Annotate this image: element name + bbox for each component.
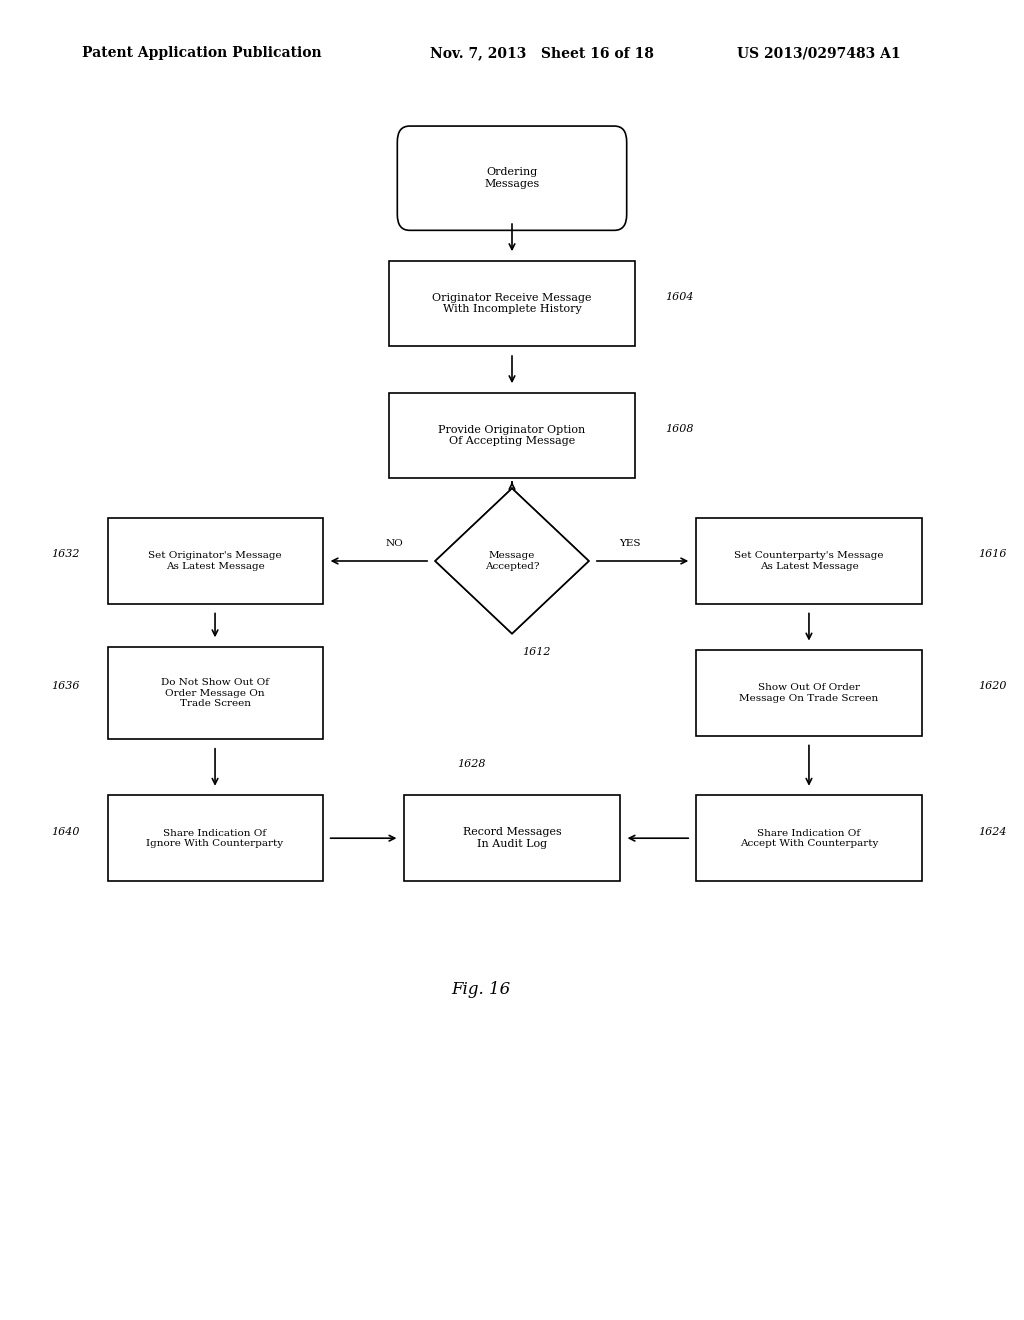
Polygon shape [435,488,589,634]
Text: Fig. 16: Fig. 16 [452,982,511,998]
FancyBboxPatch shape [389,261,635,346]
FancyBboxPatch shape [397,125,627,230]
Text: 1608: 1608 [666,424,694,434]
FancyBboxPatch shape [696,795,922,882]
Text: Set Originator's Message
As Latest Message: Set Originator's Message As Latest Messa… [148,552,282,570]
FancyBboxPatch shape [108,647,323,739]
Text: Share Indication Of
Accept With Counterparty: Share Indication Of Accept With Counterp… [739,829,879,847]
FancyBboxPatch shape [108,795,323,882]
Text: Message
Accepted?: Message Accepted? [484,552,540,570]
Text: Show Out Of Order
Message On Trade Screen: Show Out Of Order Message On Trade Scree… [739,684,879,702]
Text: 1616: 1616 [978,549,1007,560]
Text: Record Messages
In Audit Log: Record Messages In Audit Log [463,828,561,849]
Text: Share Indication Of
Ignore With Counterparty: Share Indication Of Ignore With Counterp… [146,829,284,847]
Text: YES: YES [620,539,640,548]
Text: 1640: 1640 [51,826,80,837]
FancyBboxPatch shape [696,519,922,605]
Text: Originator Receive Message
With Incomplete History: Originator Receive Message With Incomple… [432,293,592,314]
Text: Ordering
Messages: Ordering Messages [484,168,540,189]
FancyBboxPatch shape [108,519,323,605]
Text: 1636: 1636 [51,681,80,692]
Text: Provide Originator Option
Of Accepting Message: Provide Originator Option Of Accepting M… [438,425,586,446]
Text: Patent Application Publication: Patent Application Publication [82,46,322,61]
FancyBboxPatch shape [696,649,922,737]
Text: 1612: 1612 [522,647,551,657]
Text: NO: NO [385,539,403,548]
Text: Set Counterparty's Message
As Latest Message: Set Counterparty's Message As Latest Mes… [734,552,884,570]
Text: 1604: 1604 [666,292,694,302]
FancyBboxPatch shape [404,795,620,882]
FancyBboxPatch shape [389,392,635,478]
Text: Nov. 7, 2013   Sheet 16 of 18: Nov. 7, 2013 Sheet 16 of 18 [430,46,654,61]
Text: Do Not Show Out Of
Order Message On
Trade Screen: Do Not Show Out Of Order Message On Trad… [161,678,269,708]
Text: 1620: 1620 [978,681,1007,692]
Text: 1632: 1632 [51,549,80,560]
Text: 1624: 1624 [978,826,1007,837]
Text: US 2013/0297483 A1: US 2013/0297483 A1 [737,46,901,61]
Text: 1628: 1628 [457,759,485,768]
